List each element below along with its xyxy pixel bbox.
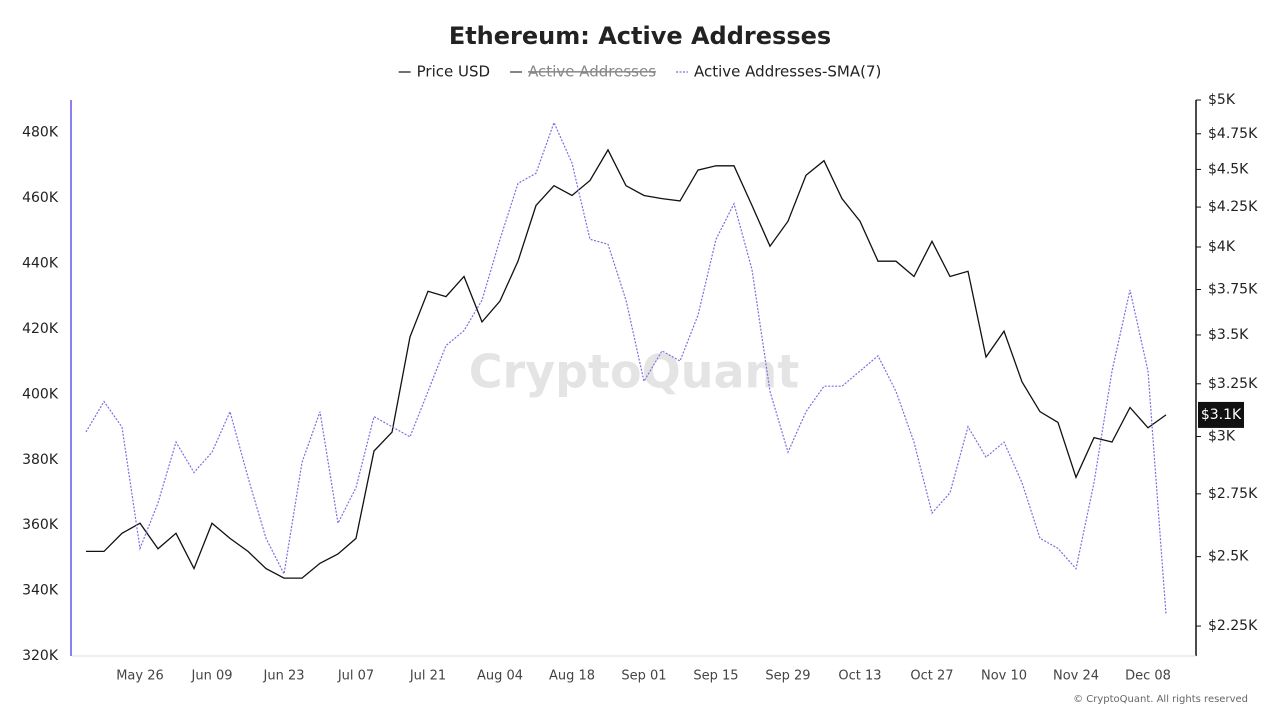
- y2-tick-label: $2.25K: [1208, 618, 1258, 634]
- legend: Price USD Active Addresses Active Addresse…: [398, 63, 881, 81]
- current-value-badge: [1198, 401, 1244, 428]
- y2-tick-label: $4.25K: [1208, 199, 1258, 215]
- y2-tick-label: $4.5K: [1208, 161, 1249, 177]
- y-tick-label: 420K: [22, 321, 59, 337]
- x-tick-label: Jun 23: [263, 669, 305, 684]
- current-value-label: $3.1K: [1201, 407, 1242, 423]
- x-tick-label: Jul 07: [337, 669, 374, 684]
- x-tick-label: Nov 10: [981, 669, 1027, 684]
- y2-tick-label: $5K: [1208, 92, 1236, 108]
- y2-tick-label: $3.5K: [1208, 327, 1249, 343]
- series-line: [86, 148, 1167, 579]
- y2-tick-label: $4.75K: [1208, 126, 1258, 142]
- x-tick-label: Aug 04: [477, 669, 523, 684]
- x-tick-label: Sep 15: [693, 669, 738, 684]
- x-tick-label: Sep 01: [621, 669, 666, 684]
- x-tick-label: Sep 29: [765, 669, 810, 684]
- y2-tick-label: $2.75K: [1208, 486, 1258, 502]
- x-tick-label: Jun 09: [191, 669, 233, 684]
- y2-tick-label: $3.75K: [1208, 282, 1258, 298]
- series-line: [85, 120, 1167, 615]
- y-tick-label: 440K: [22, 256, 59, 272]
- x-tick-label: Aug 18: [549, 669, 595, 684]
- legend-label[interactable]: Price USD: [417, 63, 490, 81]
- x-tick-label: Oct 27: [910, 669, 953, 684]
- x-tick-label: Jul 21: [409, 669, 446, 684]
- legend-label[interactable]: Active Addresses-SMA(7): [694, 63, 881, 81]
- x-tick-label: May 26: [116, 669, 164, 684]
- y-tick-label: 480K: [22, 125, 59, 141]
- y-tick-label: 400K: [22, 386, 59, 402]
- y2-tick-label: $2.5K: [1208, 549, 1249, 565]
- y2-tick-label: $3K: [1208, 429, 1236, 445]
- chart-title: Ethereum: Active Addresses: [449, 22, 831, 50]
- y-tick-label: 340K: [22, 583, 59, 599]
- y2-tick-label: $3.25K: [1208, 376, 1258, 392]
- watermark: CryptoQuant: [469, 345, 800, 399]
- y-tick-label: 380K: [22, 452, 59, 468]
- x-tick-label: Oct 13: [838, 669, 881, 684]
- y-tick-label: 320K: [22, 648, 59, 664]
- x-tick-label: Dec 08: [1125, 669, 1171, 684]
- y-tick-label: 460K: [22, 190, 59, 206]
- y-tick-label: 360K: [22, 517, 59, 533]
- credit: © CryptoQuant. All rights reserved: [1073, 694, 1248, 705]
- y2-tick-label: $4K: [1208, 239, 1236, 255]
- x-tick-label: Nov 24: [1053, 669, 1099, 684]
